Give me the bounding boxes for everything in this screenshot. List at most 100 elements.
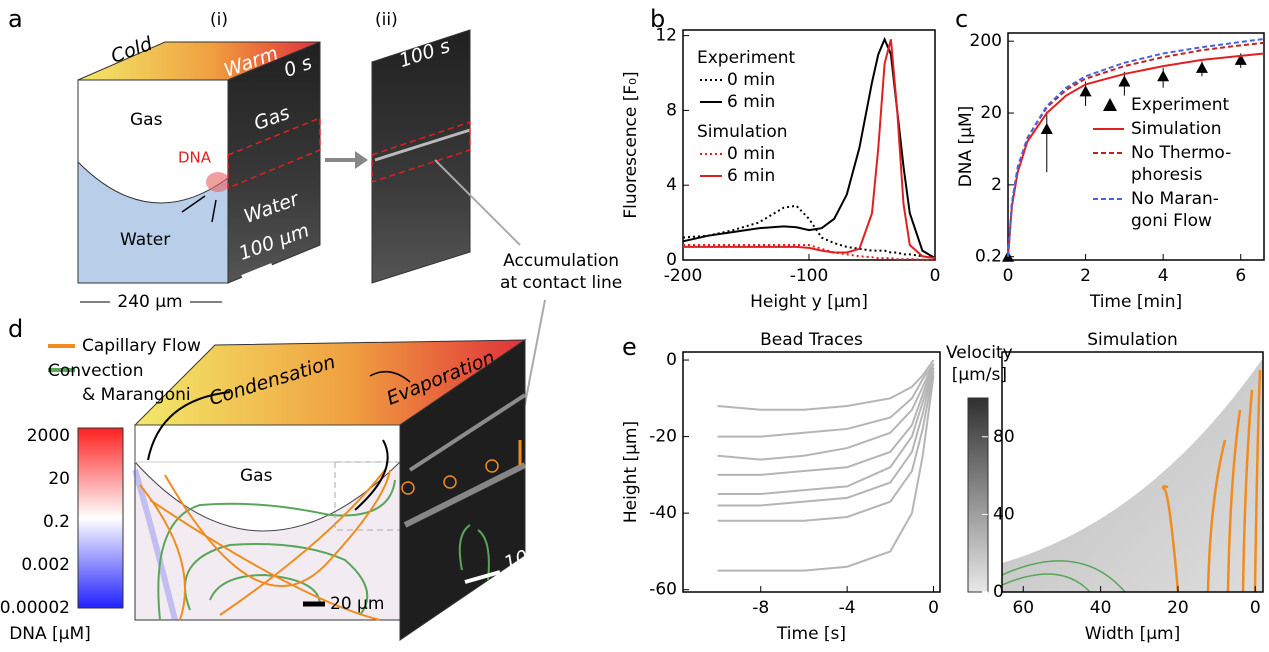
marker [1118, 75, 1131, 87]
arrow [181, 195, 206, 213]
y-tick-label: 8 [666, 100, 677, 120]
marker [1079, 85, 1092, 97]
streamline [1161, 485, 1180, 593]
dna-shade [132, 469, 178, 621]
legend-swatch [1103, 98, 1117, 111]
gas-label: Gas [130, 110, 163, 130]
y-tick-label: -60 [649, 580, 677, 600]
y-axis-label: Fluorescence [F₀] [621, 71, 641, 218]
colorbar-tick-label: 40 [993, 504, 1015, 524]
colorbar-tick-label: 0.2 [43, 512, 70, 532]
streamline [1253, 369, 1262, 593]
sub-label: (i) [210, 10, 228, 30]
data-line [717, 363, 935, 476]
dna-box [371, 120, 471, 184]
y-tick-label: -40 [649, 503, 677, 523]
marker [1040, 122, 1053, 134]
streamline [1226, 409, 1242, 593]
y-tick-label: 4 [666, 175, 677, 195]
marker [1195, 61, 1208, 73]
streamline [1206, 439, 1227, 593]
data-line [717, 371, 935, 522]
y-tick-label: -20 [649, 427, 677, 447]
bead [443, 475, 457, 489]
streamline [1001, 560, 1126, 593]
legend-entry: 6 min [727, 92, 775, 112]
y-tick-label: 0 [666, 350, 677, 370]
chart-title: Bead Traces [760, 330, 863, 350]
streamlines [139, 469, 396, 621]
legend-entry: 0 min [727, 70, 775, 90]
legend-entry: 0 min [727, 144, 775, 164]
x-axis-label: Height y [µm] [750, 292, 868, 312]
bead [485, 459, 499, 473]
x-tick-label: 0 [1003, 266, 1014, 286]
plot-frame [1001, 351, 1264, 593]
x-tick-label: 0 [1250, 598, 1261, 618]
x-tick-label: -100 [790, 266, 829, 286]
data-line [683, 39, 936, 260]
legend-entry: 6 min [727, 166, 775, 186]
y-axis-label: DNA [µM] [956, 106, 976, 188]
x-tick-label: 20 [1167, 598, 1189, 618]
data-line [1007, 37, 1265, 257]
legend-entry: Experiment [1131, 95, 1230, 115]
x-axis-label: Width [µm] [1085, 624, 1180, 644]
marker [1234, 53, 1247, 65]
panel-label: d [8, 315, 23, 343]
legend-title: Simulation [697, 122, 788, 142]
legend-entry: No Maran- goni Flow [1131, 189, 1219, 231]
dna-label: DNA [178, 149, 212, 167]
water-label: Water [120, 230, 170, 250]
x-tick-label: -200 [664, 266, 703, 286]
streamline [209, 573, 321, 606]
annotation: Accumulation at contact line [500, 251, 623, 293]
image-ii [371, 29, 471, 284]
x-tick-label: 6 [1235, 266, 1246, 286]
data-line [682, 36, 936, 259]
marker [1157, 70, 1170, 82]
dna-glow [206, 172, 230, 192]
zoom-box [334, 461, 401, 531]
x-axis-label: Time [s] [776, 624, 846, 644]
colorbar-label: Velocity [µm/s] [946, 343, 1013, 385]
x-tick-label: 2 [1080, 266, 1091, 286]
panel-label: b [650, 5, 665, 33]
scale-bar [241, 263, 273, 279]
x-tick-label: 0 [930, 266, 941, 286]
y-axis-label: Height [µm] [621, 421, 641, 523]
data-line [717, 375, 935, 572]
arrow [354, 439, 389, 511]
plot-frame [682, 351, 941, 593]
x-tick-label: -8 [752, 598, 769, 618]
bright-streak [403, 462, 527, 528]
pointer [434, 159, 521, 246]
legend-entry: Capillary Flow [82, 336, 201, 356]
x-tick-label: 4 [1158, 266, 1169, 286]
streamline [1241, 389, 1254, 593]
legend-title: Experiment [697, 48, 796, 68]
panel-label: e [622, 333, 637, 361]
y-tick-label: 0.2 [975, 247, 1002, 267]
bead-circles [401, 459, 499, 495]
y-tick-label: 12 [655, 26, 677, 46]
x-tick-label: -4 [839, 598, 856, 618]
legend-entry: No Thermo- phoresis [1131, 143, 1232, 185]
data-line [717, 367, 935, 496]
bright-streak [408, 393, 527, 472]
data-line [683, 244, 936, 261]
colorbar-tick-label: 80 [993, 427, 1015, 447]
arrow [211, 199, 217, 223]
colorbar-tick-label: 2000 [27, 426, 70, 446]
colorbar-tick-label: 0.002 [21, 555, 70, 575]
x-tick-label: 60 [1012, 598, 1034, 618]
colorbar [77, 427, 124, 609]
streamline [164, 469, 391, 587]
x-tick-label: 40 [1090, 598, 1112, 618]
legend-entry: Simulation [1131, 119, 1222, 139]
streamline [157, 479, 396, 621]
colorbar [967, 397, 989, 593]
bead [401, 481, 415, 495]
streamline [184, 543, 369, 616]
y-tick-label: 0 [666, 250, 677, 270]
